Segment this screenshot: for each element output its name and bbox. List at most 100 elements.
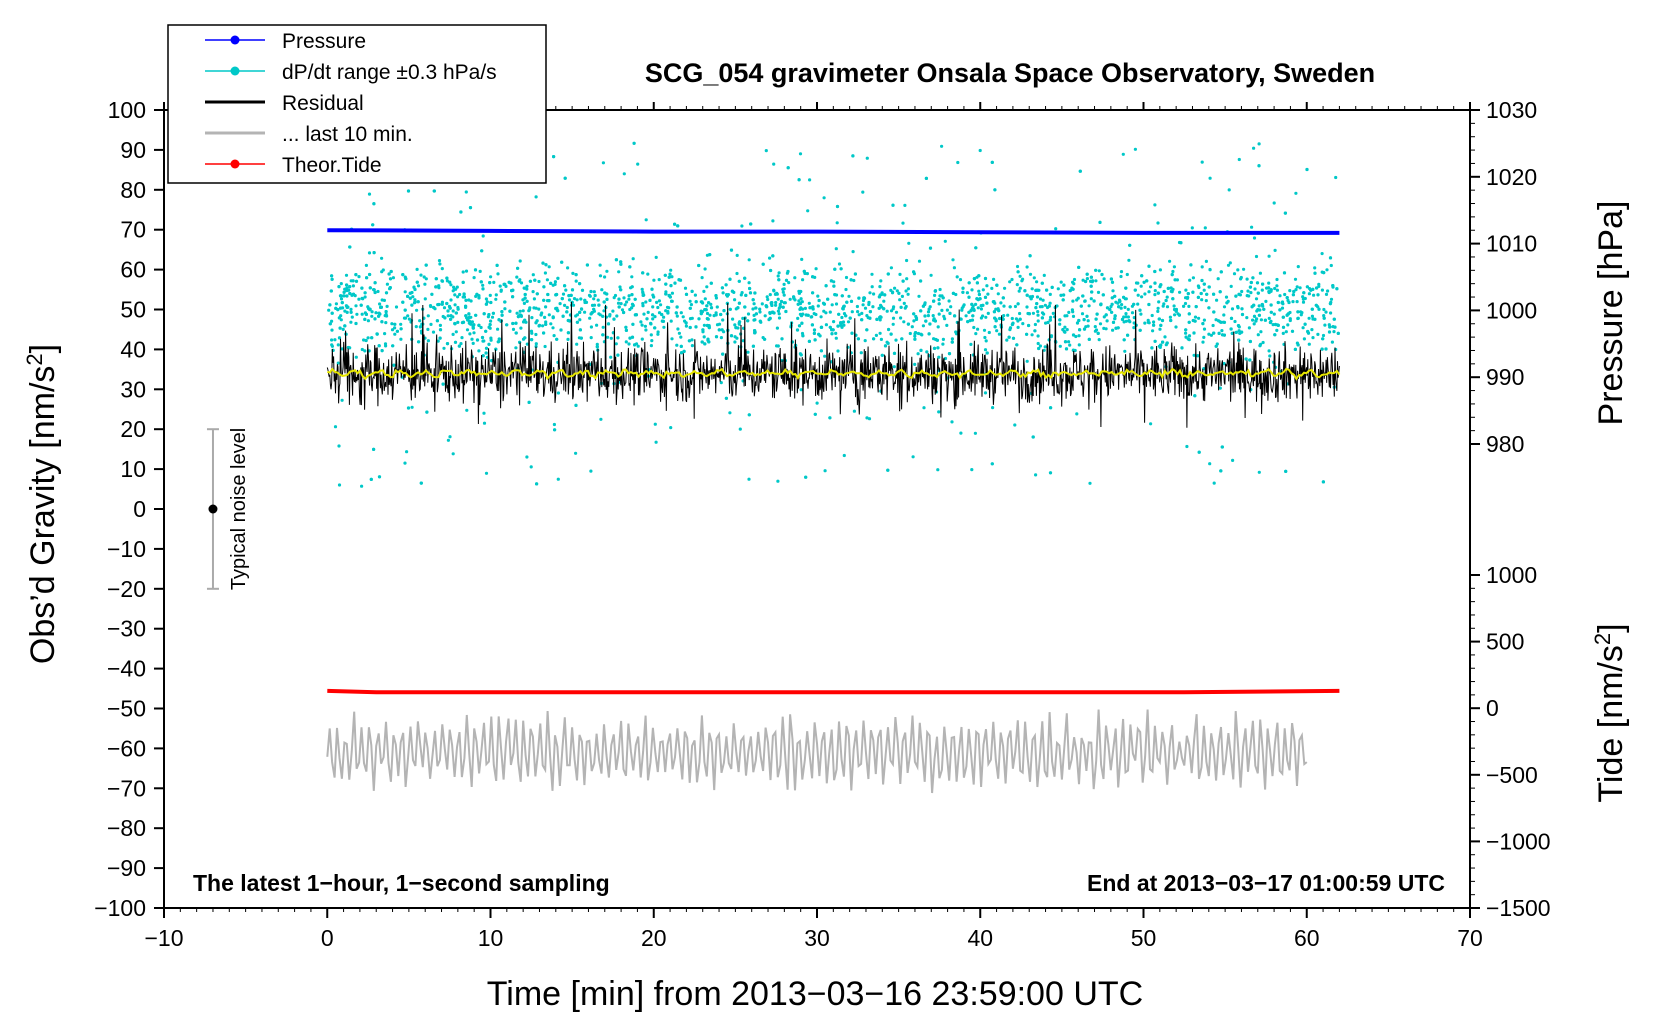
dpdt-point <box>1165 305 1170 309</box>
dpdt-point <box>580 288 585 292</box>
dpdt-point <box>1034 306 1038 310</box>
dpdt-point <box>926 310 931 314</box>
dpdt-point <box>494 297 498 301</box>
dpdt-point <box>1013 304 1018 309</box>
dpdt-point <box>956 160 960 165</box>
dpdt-point <box>418 325 422 329</box>
dpdt-point <box>549 322 553 326</box>
dpdt-point <box>1111 289 1115 293</box>
dpdt-point <box>445 342 450 346</box>
dpdt-point <box>552 155 556 159</box>
dpdt-point <box>940 144 944 148</box>
dpdt-point <box>748 286 752 291</box>
dpdt-point <box>1335 287 1339 291</box>
dpdt-point <box>1315 286 1319 290</box>
dpdt-point <box>721 291 725 295</box>
dpdt-point <box>1006 313 1010 317</box>
dpdt-point <box>1184 328 1188 332</box>
dpdt-point <box>590 311 594 315</box>
dpdt-point <box>1266 286 1270 290</box>
dpdt-point <box>541 261 545 265</box>
dpdt-point <box>751 307 755 311</box>
dpdt-point <box>1011 321 1015 325</box>
dpdt-point <box>803 306 808 310</box>
dpdt-point <box>1149 285 1153 289</box>
dpdt-point <box>673 222 677 226</box>
dpdt-point <box>1273 333 1277 337</box>
dpdt-point <box>494 293 498 297</box>
dpdt-point <box>679 311 683 315</box>
dpdt-point <box>484 471 489 475</box>
dpdt-point <box>1252 236 1257 240</box>
dpdt-point <box>916 331 921 336</box>
x-tick-label: 70 <box>1457 925 1483 951</box>
dpdt-point <box>467 315 472 319</box>
dpdt-point <box>983 348 988 352</box>
y-axis-title-superscript: 2 <box>22 353 47 365</box>
dpdt-point <box>1132 302 1136 306</box>
dpdt-point <box>777 271 781 275</box>
dpdt-point <box>1214 344 1218 348</box>
dpdt-point <box>475 292 479 296</box>
dpdt-point <box>511 327 516 331</box>
legend-label: ... last 10 min. <box>282 123 413 146</box>
dpdt-point <box>1047 304 1051 308</box>
dpdt-point <box>384 312 388 317</box>
dpdt-point <box>936 325 940 329</box>
dpdt-point <box>551 283 555 287</box>
dpdt-point <box>832 320 836 324</box>
dpdt-point <box>566 318 570 323</box>
dpdt-point <box>1025 305 1029 309</box>
dpdt-point <box>336 343 340 347</box>
y-tick-label: −70 <box>107 775 146 801</box>
dpdt-point <box>912 319 916 323</box>
dpdt-point <box>808 306 812 310</box>
dpdt-point <box>468 206 473 210</box>
dpdt-point <box>624 325 628 329</box>
dpdt-point <box>1122 295 1126 299</box>
dpdt-point <box>984 339 988 343</box>
dpdt-point <box>1049 335 1053 339</box>
dpdt-point <box>1092 299 1096 303</box>
dpdt-point <box>564 288 568 292</box>
dpdt-point <box>1001 296 1005 300</box>
dpdt-point <box>983 295 988 299</box>
dpdt-point <box>999 301 1003 305</box>
dpdt-point <box>578 310 582 314</box>
dpdt-point <box>479 325 483 330</box>
dpdt-point <box>543 315 547 319</box>
dpdt-point <box>633 297 637 301</box>
dpdt-point <box>747 477 751 481</box>
dpdt-point <box>555 337 559 341</box>
dpdt-point <box>622 172 626 176</box>
dpdt-point <box>863 306 868 310</box>
dpdt-point <box>656 330 660 334</box>
dpdt-point <box>967 310 971 314</box>
dpdt-point <box>929 273 933 277</box>
dpdt-point <box>1109 277 1113 281</box>
dpdt-point <box>640 337 644 341</box>
y-tick-label: −30 <box>107 616 146 642</box>
dpdt-point <box>612 296 616 300</box>
dpdt-point <box>829 279 834 283</box>
dpdt-point <box>1046 320 1050 325</box>
dpdt-point <box>1222 362 1226 366</box>
dpdt-point <box>1145 279 1149 283</box>
dpdt-point <box>390 322 394 326</box>
dpdt-point <box>684 292 689 296</box>
dpdt-point <box>669 426 673 430</box>
dpdt-point <box>1149 422 1153 426</box>
dpdt-point <box>877 306 881 310</box>
dpdt-point <box>889 266 894 270</box>
dpdt-point <box>752 302 756 306</box>
dpdt-point <box>1258 271 1262 275</box>
dpdt-point <box>719 336 724 340</box>
dpdt-point <box>991 406 995 410</box>
dpdt-point <box>1152 320 1156 324</box>
dpdt-point <box>751 298 755 302</box>
dpdt-point <box>706 337 710 341</box>
dpdt-point <box>1097 269 1101 273</box>
dpdt-point <box>878 331 882 335</box>
dpdt-point <box>454 311 458 315</box>
x-tick-label: 20 <box>641 925 667 951</box>
